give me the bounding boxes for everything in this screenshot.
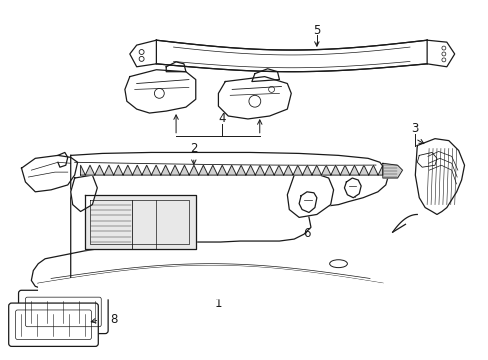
FancyBboxPatch shape: [9, 303, 98, 346]
Polygon shape: [251, 69, 279, 82]
Polygon shape: [71, 175, 97, 212]
Polygon shape: [299, 192, 316, 212]
Polygon shape: [426, 40, 454, 67]
Polygon shape: [58, 152, 68, 167]
Text: 3: 3: [411, 122, 418, 135]
Text: 2: 2: [190, 142, 197, 155]
FancyBboxPatch shape: [19, 290, 108, 334]
Polygon shape: [287, 173, 333, 217]
Polygon shape: [414, 139, 464, 215]
Text: 6: 6: [303, 227, 310, 240]
Polygon shape: [21, 156, 78, 192]
Polygon shape: [344, 178, 361, 198]
Text: 1: 1: [214, 297, 222, 310]
Text: 7: 7: [352, 188, 359, 201]
Polygon shape: [129, 40, 156, 67]
Polygon shape: [218, 77, 291, 119]
Polygon shape: [382, 163, 402, 178]
Text: 5: 5: [312, 24, 320, 37]
Text: 8: 8: [110, 313, 118, 326]
Polygon shape: [124, 70, 195, 113]
Polygon shape: [81, 165, 382, 175]
Text: 4: 4: [218, 112, 225, 125]
Polygon shape: [166, 62, 185, 72]
Polygon shape: [31, 152, 387, 288]
Polygon shape: [84, 195, 195, 249]
